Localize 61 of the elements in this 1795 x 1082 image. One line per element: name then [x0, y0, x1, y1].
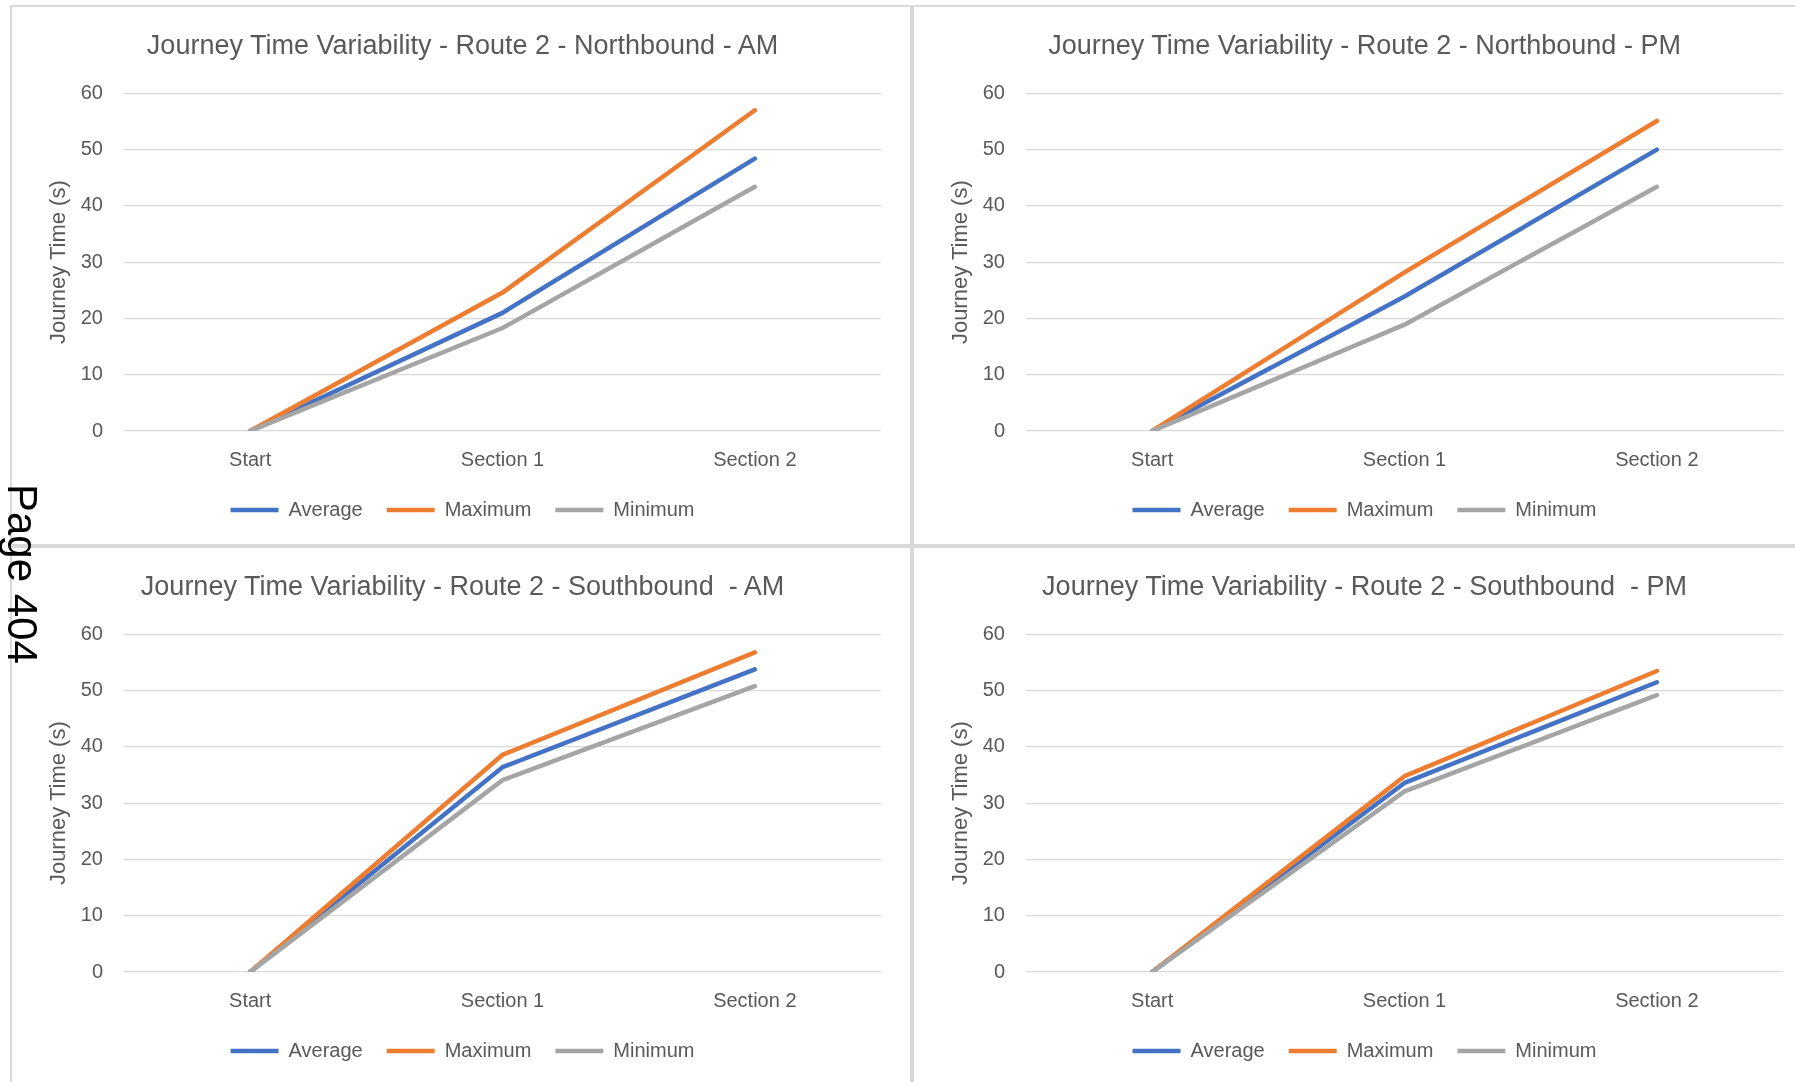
legend-label: Average — [1190, 1038, 1265, 1061]
y-axis-title: Journey Time (s) — [947, 180, 973, 345]
legend-label: Minimum — [613, 497, 695, 520]
y-tick-label: 40 — [80, 193, 103, 216]
legend-label: Minimum — [613, 1038, 695, 1061]
y-tick-label: 0 — [993, 959, 1005, 982]
y-tick-label: 50 — [982, 137, 1005, 160]
y-tick-label: 30 — [80, 790, 103, 813]
y-tick-label: 40 — [982, 734, 1005, 757]
x-tick-label: Section 1 — [1362, 988, 1447, 1011]
y-tick-label: 10 — [80, 362, 103, 385]
chart-title: Journey Time Variability - Route 2 - Southbound - AM — [140, 570, 785, 601]
x-tick-label: Start — [1131, 447, 1174, 470]
y-tick-label: 50 — [982, 678, 1005, 701]
x-tick-label: Section 1 — [460, 988, 545, 1011]
x-tick-label: Section 2 — [713, 988, 797, 1011]
y-tick-label: 50 — [80, 137, 103, 160]
y-tick-label: 50 — [80, 678, 103, 701]
chart-title: Journey Time Variability - Route 2 - Northbound - PM — [1048, 29, 1681, 60]
legend-label: Maximum — [1346, 1038, 1434, 1061]
y-tick-label: 60 — [80, 621, 103, 644]
x-tick-label: Start — [229, 988, 272, 1011]
y-tick-label: 30 — [982, 790, 1005, 813]
y-tick-label: 60 — [80, 80, 103, 103]
y-tick-label: 30 — [982, 249, 1005, 272]
chart-title: Journey Time Variability - Route 2 - Northbound - AM — [146, 29, 779, 60]
y-tick-label: 0 — [993, 418, 1005, 441]
legend-label: Average — [288, 497, 363, 520]
y-tick-label: 60 — [982, 80, 1005, 103]
x-tick-label: Section 1 — [1362, 447, 1447, 470]
x-tick-label: Section 2 — [1615, 447, 1699, 470]
legend-label: Maximum — [444, 1038, 532, 1061]
chart-title: Journey Time Variability - Route 2 - Southbound - PM — [1042, 570, 1687, 601]
x-tick-label: Section 1 — [460, 447, 545, 470]
y-axis-title: Journey Time (s) — [947, 721, 973, 886]
legend-label: Average — [1190, 497, 1265, 520]
text: Page 404 — [0, 484, 47, 664]
y-tick-label: 10 — [982, 903, 1005, 926]
y-axis-title: Journey Time (s) — [45, 721, 71, 886]
y-tick-label: 40 — [80, 734, 103, 757]
y-tick-label: 10 — [80, 903, 103, 926]
legend-label: Minimum — [1515, 497, 1597, 520]
x-tick-label: Start — [1131, 988, 1174, 1011]
y-tick-label: 10 — [982, 362, 1005, 385]
legend-label: Minimum — [1515, 1038, 1597, 1061]
y-tick-label: 0 — [91, 418, 103, 441]
x-tick-label: Section 2 — [1615, 988, 1699, 1011]
y-axis-title: Journey Time (s) — [45, 180, 71, 345]
y-tick-label: 40 — [982, 193, 1005, 216]
legend-label: Average — [288, 1038, 363, 1061]
x-tick-label: Start — [229, 447, 272, 470]
x-tick-label: Section 2 — [713, 447, 797, 470]
legend-label: Maximum — [1346, 497, 1434, 520]
y-tick-label: 20 — [80, 305, 103, 328]
y-tick-label: 20 — [80, 846, 103, 869]
y-tick-label: 0 — [91, 959, 103, 982]
y-tick-label: 60 — [982, 621, 1005, 644]
y-tick-label: 30 — [80, 249, 103, 272]
y-tick-label: 20 — [982, 846, 1005, 869]
legend-label: Maximum — [444, 497, 532, 520]
y-tick-label: 20 — [982, 305, 1005, 328]
